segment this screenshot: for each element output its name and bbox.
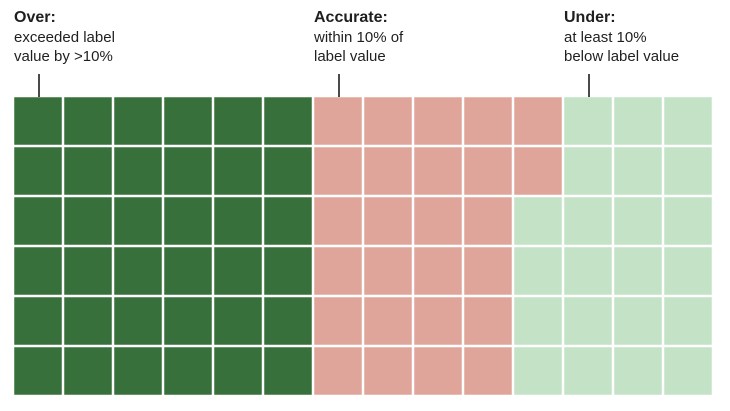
annotation-over: Over: exceeded label value by >10% bbox=[14, 8, 174, 66]
waffle-cell-under bbox=[514, 247, 562, 295]
waffle-cell-under bbox=[614, 297, 662, 345]
waffle-cell-accurate bbox=[464, 147, 512, 195]
waffle-cell-over bbox=[64, 97, 112, 145]
waffle-cell-over bbox=[64, 197, 112, 245]
annotation-accurate-description: within 10% of label value bbox=[314, 29, 404, 65]
waffle-cell-under bbox=[614, 347, 662, 395]
waffle-cell-accurate bbox=[464, 297, 512, 345]
waffle-cell-over bbox=[164, 297, 212, 345]
waffle-cell-under bbox=[564, 197, 612, 245]
annotation-under-description: at least 10% below label value bbox=[564, 29, 680, 65]
waffle-cell-over bbox=[214, 297, 262, 345]
waffle-cell-accurate bbox=[464, 347, 512, 395]
waffle-cell-over bbox=[264, 197, 312, 245]
waffle-cell-under bbox=[514, 197, 562, 245]
waffle-cell-over bbox=[164, 197, 212, 245]
waffle-cell-over bbox=[64, 297, 112, 345]
waffle-cell-under bbox=[514, 297, 562, 345]
waffle-cell-over bbox=[164, 347, 212, 395]
waffle-cell-accurate bbox=[464, 97, 512, 145]
waffle-cell-under bbox=[564, 247, 612, 295]
waffle-cell-under bbox=[514, 347, 562, 395]
waffle-cell-over bbox=[214, 147, 262, 195]
waffle-cell-under bbox=[564, 347, 612, 395]
annotation-accurate-title: Accurate: bbox=[314, 9, 388, 26]
waffle-cell-accurate bbox=[414, 197, 462, 245]
waffle-cell-over bbox=[264, 247, 312, 295]
waffle-cell-under bbox=[614, 147, 662, 195]
waffle-cell-under bbox=[664, 347, 712, 395]
waffle-cell-over bbox=[14, 247, 62, 295]
waffle-cell-accurate bbox=[364, 247, 412, 295]
waffle-cell-accurate bbox=[414, 347, 462, 395]
annotation-under: Under: at least 10% below label value bbox=[564, 8, 724, 66]
waffle-cell-under bbox=[664, 197, 712, 245]
waffle-cell-accurate bbox=[464, 247, 512, 295]
waffle-cell-over bbox=[114, 347, 162, 395]
waffle-cell-over bbox=[214, 247, 262, 295]
waffle-cell-under bbox=[564, 147, 612, 195]
waffle-cell-accurate bbox=[364, 297, 412, 345]
waffle-cell-over bbox=[14, 197, 62, 245]
waffle-cell-accurate bbox=[364, 197, 412, 245]
waffle-cell-over bbox=[64, 347, 112, 395]
waffle-cell-accurate bbox=[314, 297, 362, 345]
waffle-cell-under bbox=[614, 97, 662, 145]
waffle-cell-over bbox=[264, 97, 312, 145]
waffle-cell-over bbox=[114, 247, 162, 295]
waffle-cell-over bbox=[14, 297, 62, 345]
waffle-cell-over bbox=[14, 97, 62, 145]
waffle-cell-over bbox=[14, 147, 62, 195]
waffle-cell-under bbox=[664, 147, 712, 195]
waffle-cell-over bbox=[114, 297, 162, 345]
waffle-cell-under bbox=[664, 97, 712, 145]
waffle-cell-over bbox=[114, 97, 162, 145]
waffle-cell-accurate bbox=[364, 97, 412, 145]
waffle-cell-accurate bbox=[414, 147, 462, 195]
annotation-over-description: exceeded label value by >10% bbox=[14, 29, 115, 65]
waffle-cell-under bbox=[664, 247, 712, 295]
waffle-cell-under bbox=[664, 297, 712, 345]
waffle-cell-over bbox=[264, 297, 312, 345]
waffle-cell-under bbox=[614, 247, 662, 295]
waffle-cell-accurate bbox=[514, 147, 562, 195]
waffle-cell-accurate bbox=[314, 347, 362, 395]
waffle-cell-accurate bbox=[364, 347, 412, 395]
waffle-cell-accurate bbox=[514, 97, 562, 145]
annotation-over-title: Over: bbox=[14, 9, 56, 26]
waffle-cell-over bbox=[164, 97, 212, 145]
leader-line-accurate bbox=[338, 74, 340, 97]
waffle-cell-accurate bbox=[364, 147, 412, 195]
waffle-cell-under bbox=[564, 297, 612, 345]
waffle-cell-over bbox=[64, 247, 112, 295]
waffle-cell-under bbox=[564, 97, 612, 145]
waffle-cell-accurate bbox=[314, 247, 362, 295]
waffle-cell-accurate bbox=[314, 197, 362, 245]
leader-line-under bbox=[588, 74, 590, 97]
leader-line-over bbox=[38, 74, 40, 97]
waffle-cell-accurate bbox=[414, 247, 462, 295]
waffle-cell-over bbox=[164, 247, 212, 295]
waffle-cell-over bbox=[114, 197, 162, 245]
waffle-cell-over bbox=[264, 347, 312, 395]
waffle-cell-over bbox=[14, 347, 62, 395]
annotation-accurate: Accurate: within 10% of label value bbox=[314, 8, 474, 66]
waffle-cell-accurate bbox=[464, 197, 512, 245]
annotation-under-title: Under: bbox=[564, 9, 616, 26]
waffle-cell-over bbox=[214, 347, 262, 395]
waffle-cell-over bbox=[214, 97, 262, 145]
waffle-cell-accurate bbox=[414, 297, 462, 345]
waffle-cell-accurate bbox=[314, 147, 362, 195]
waffle-cell-over bbox=[64, 147, 112, 195]
waffle-cell-accurate bbox=[414, 97, 462, 145]
waffle-cell-accurate bbox=[314, 97, 362, 145]
waffle-cell-over bbox=[114, 147, 162, 195]
waffle-cell-over bbox=[264, 147, 312, 195]
waffle-cell-under bbox=[614, 197, 662, 245]
waffle-cell-over bbox=[164, 147, 212, 195]
waffle-cell-over bbox=[214, 197, 262, 245]
